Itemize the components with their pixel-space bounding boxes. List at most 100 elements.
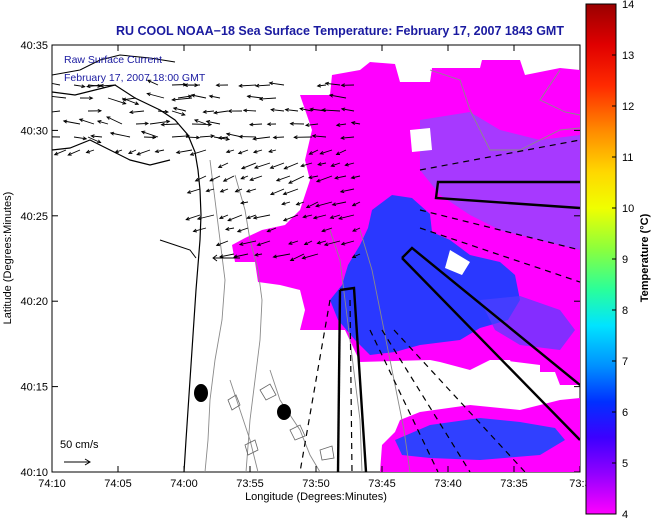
map-title: RU COOL NOAA−18 Sea Surface Temperature:… [116,24,564,38]
current-vector [87,136,101,144]
current-vector [185,136,200,139]
current-vector [315,201,333,207]
current-vector [239,240,257,246]
x-axis: 74:10 74:05 74:00 73:55 73:50 73:45 73:40 73:35… [38,45,591,490]
y-tick-label: 40:10 [20,467,48,479]
colorbar-tick-label: 8 [622,305,628,317]
current-vector [341,240,355,245]
current-vector [239,84,257,87]
current-vector [273,253,291,258]
current-vector [63,120,81,125]
current-vector [270,188,285,195]
current-vector [304,240,313,246]
current-vector [288,175,305,184]
current-vector [87,84,103,88]
current-vector [338,214,355,220]
dashed-channel-lines [299,139,580,472]
colorbar-tick-label: 10 [622,203,634,215]
current-vector [129,110,145,113]
current-vector [157,110,169,113]
scale-label: 50 cm/s [60,439,99,451]
current-vector [351,122,361,125]
current-vector [195,175,207,182]
current-vector [246,214,257,219]
current-vector [352,201,361,207]
y-tick-label: 40:30 [20,125,48,137]
colorbar-tick-label: 13 [622,50,634,62]
y-tick-label: 40:20 [20,296,48,308]
x-tick-label: 73:45 [368,478,396,490]
scale-arrow [64,458,91,466]
current-vector [303,214,313,218]
current-vector [220,253,235,258]
current-vector [225,227,235,230]
current-vector [147,93,165,99]
x-tick-label: 74:00 [170,478,198,490]
colorbar-tick-label: 12 [622,101,634,113]
current-vector [273,136,285,139]
buoy-marker-2 [277,404,291,420]
current-vector [110,132,131,138]
current-vector [147,79,159,86]
y-axis: 40:35 40:30 40:25 40:20 40:15 40:10 [20,40,580,479]
current-vector [283,214,299,222]
colorbar-tick-label: 7 [622,356,628,368]
current-vector [255,84,271,87]
current-vector [122,97,137,101]
current-vector [100,84,117,87]
current-vector [172,97,193,101]
current-vector [257,240,271,246]
current-vector [317,240,327,244]
current-vector [352,227,361,232]
current-vector [115,149,123,153]
x-axis-label: Longitude (Degrees:Minutes) [245,491,387,503]
current-vector [206,120,221,125]
current-vector [220,188,229,193]
current-vector [176,149,193,154]
colorbar-tick-label: 9 [622,254,628,266]
y-tick-label: 40:15 [20,382,48,394]
current-vector [216,240,229,246]
current-vector [312,135,327,138]
current-vector [330,214,341,219]
current-vector [186,214,201,221]
current-vector [336,149,347,155]
current-vector [206,188,215,192]
map-panel: Raw Surface Current February 17, 2007 18… [51,44,581,473]
current-vector [345,162,355,166]
current-vector [171,135,190,138]
current-vector [190,149,207,156]
current-vector [173,107,187,112]
current-vector [253,149,263,153]
current-vector [324,240,341,246]
current-vector [203,110,215,113]
colorbar-tick-label: 14 [622,0,634,11]
current-vector [243,109,257,112]
x-tick-label: 73:35 [500,478,528,490]
current-vector [52,83,61,86]
y-axis-label: Latitude (Degrees:Minutes) [2,192,14,325]
current-vector [54,149,67,156]
current-vector [86,149,95,153]
colorbar-tick-label: 11 [622,152,633,164]
current-vector [336,123,347,126]
current-vector [340,188,355,193]
shipping-channels [336,180,580,472]
current-vector [246,188,257,193]
current-vector [223,175,235,182]
current-vector [313,214,327,219]
current-vector [306,201,319,209]
current-vector [199,135,214,138]
current-vector [79,118,95,125]
current-vector [209,95,221,99]
current-vector [171,110,185,116]
current-vector [97,120,109,125]
current-vector [155,149,165,153]
current-vector [161,123,179,126]
current-vector [317,84,327,87]
current-vector [341,136,355,139]
coastline [52,84,202,472]
current-vector [149,120,170,125]
current-vector [255,253,263,256]
x-tick-label: 73:3 [569,478,590,490]
